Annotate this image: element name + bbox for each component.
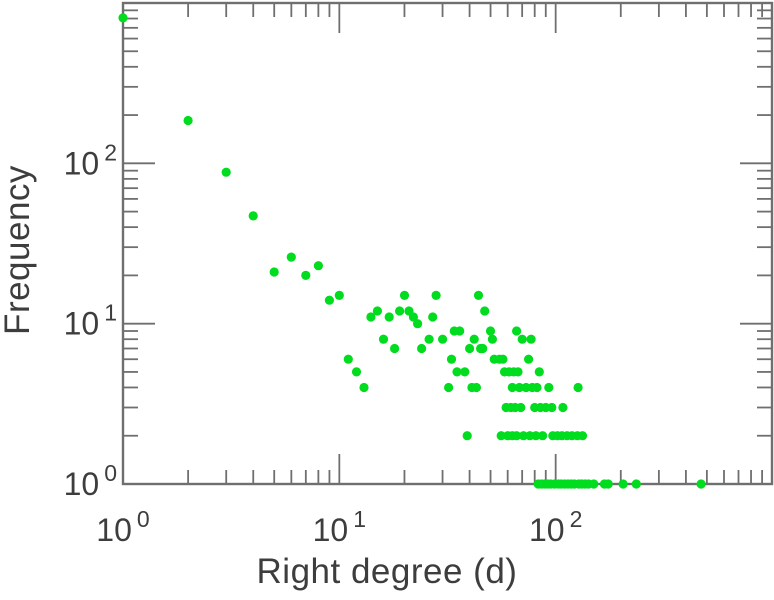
data-point <box>343 354 353 364</box>
data-point <box>313 261 323 271</box>
data-point <box>517 334 527 344</box>
data-point <box>507 382 517 393</box>
data-point <box>118 13 128 23</box>
tick-label: 10 0 <box>64 460 117 502</box>
tick-label: 10 2 <box>64 139 117 181</box>
data-point <box>455 326 465 336</box>
data-point <box>301 270 311 280</box>
data-point <box>378 334 389 344</box>
data-point <box>408 312 418 322</box>
x-axis-title: Right degree (d) <box>256 552 518 591</box>
tick-label: 10 1 <box>64 300 117 342</box>
data-point <box>534 367 544 377</box>
plot-border <box>121 1 774 486</box>
data-point <box>518 431 529 441</box>
data-point <box>359 382 369 393</box>
data-point <box>478 343 488 354</box>
data-point <box>424 334 434 344</box>
data-point <box>547 402 557 413</box>
data-point <box>573 382 583 393</box>
data-point <box>462 431 472 441</box>
data-point <box>452 367 462 377</box>
data-point <box>460 367 470 377</box>
data-point <box>496 431 506 441</box>
data-point <box>438 334 448 344</box>
data-point <box>390 343 400 354</box>
data-point <box>395 306 405 316</box>
data-point <box>286 252 296 262</box>
tick-label: 10 0 <box>96 506 149 548</box>
tick-label: 10 1 <box>313 506 366 548</box>
data-point <box>558 402 568 413</box>
data-point <box>532 382 542 393</box>
data-point <box>498 354 508 364</box>
data-point <box>631 479 641 489</box>
data-point <box>471 382 481 393</box>
data-point <box>221 167 231 177</box>
data-point <box>538 431 548 441</box>
data-point <box>513 367 523 377</box>
data-point <box>334 290 344 300</box>
data-point <box>544 382 554 393</box>
data-point <box>531 431 541 441</box>
data-point <box>511 431 522 441</box>
data-point <box>428 312 438 322</box>
y-axis-title: Frequency <box>0 165 37 335</box>
data-point <box>465 343 475 354</box>
data-point <box>473 290 484 300</box>
data-point <box>413 319 423 329</box>
data-point <box>431 290 441 300</box>
tick-label: 10 2 <box>529 506 582 548</box>
data-point <box>511 326 522 336</box>
data-point <box>485 326 496 336</box>
data-point <box>618 479 628 489</box>
data-point <box>417 343 427 354</box>
data-point <box>480 306 490 316</box>
data-point <box>487 334 497 344</box>
data-point <box>516 402 526 413</box>
data-point <box>183 115 193 126</box>
data-point <box>514 382 525 393</box>
data-point <box>589 479 599 489</box>
data-point <box>696 479 706 489</box>
data-point <box>372 306 382 316</box>
data-point <box>399 290 410 300</box>
data-point <box>269 267 279 277</box>
data-point <box>366 312 376 322</box>
data-point <box>444 382 454 393</box>
data-point <box>469 334 479 344</box>
data-point <box>446 354 457 364</box>
data-point <box>324 295 334 305</box>
data-point <box>603 479 613 489</box>
data-point <box>351 367 362 377</box>
data-point <box>384 312 394 322</box>
data-point <box>577 431 588 441</box>
data-point <box>524 354 534 364</box>
data-point <box>248 211 258 221</box>
data-point <box>526 334 536 344</box>
